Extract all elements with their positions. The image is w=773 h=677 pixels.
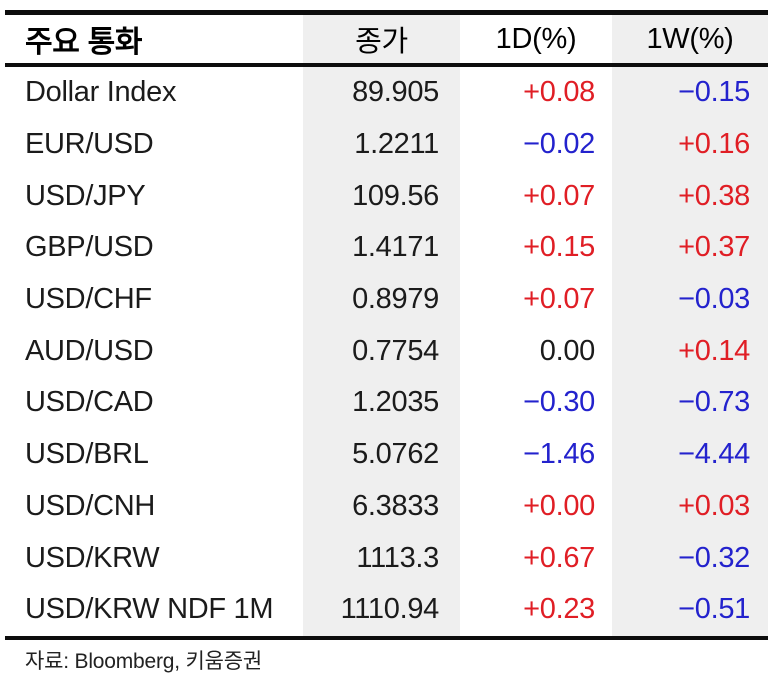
table-body: Dollar Index 89.905 +0.08 −0.15 EUR/USD … xyxy=(5,67,768,636)
close-value: 1.2035 xyxy=(303,377,460,429)
change-1w: −0.03 xyxy=(612,273,768,326)
currency-name: GBP/USD xyxy=(25,231,154,264)
close-value: 0.8979 xyxy=(303,273,460,326)
currency-name: USD/CNH xyxy=(25,489,156,522)
change-1d: +0.07 xyxy=(523,283,595,316)
source-note: 자료: Bloomberg, 키움증권 xyxy=(25,650,263,673)
close-value: 1.4171 xyxy=(303,222,460,274)
close-value: 5.0762 xyxy=(303,428,460,481)
change-1w: −4.44 xyxy=(612,428,768,481)
currency-name: EUR/USD xyxy=(25,128,154,161)
column-header-close: 종가 xyxy=(303,15,460,63)
currency-name: USD/JPY xyxy=(25,179,146,212)
currency-name: USD/CHF xyxy=(25,283,152,316)
change-1w: −0.51 xyxy=(612,583,768,636)
currency-name: USD/KRW NDF 1M xyxy=(25,593,274,626)
close-value: 1113.3 xyxy=(303,532,460,584)
column-header-currency: 주요 통화 xyxy=(25,26,143,59)
close-value: 0.7754 xyxy=(303,325,460,378)
top-rule xyxy=(5,10,768,15)
change-1w: −0.32 xyxy=(612,532,768,584)
currency-name: Dollar Index xyxy=(25,76,177,109)
change-1w: +0.14 xyxy=(612,325,768,378)
currency-name: USD/BRL xyxy=(25,438,149,471)
column-header-1w: 1W(%) xyxy=(612,15,768,63)
close-value: 1110.94 xyxy=(303,583,460,636)
change-1w: +0.16 xyxy=(612,118,768,171)
change-1w: −0.15 xyxy=(612,67,768,119)
close-value: 1.2211 xyxy=(303,118,460,171)
change-1d: 0.00 xyxy=(539,334,596,367)
change-1w: +0.38 xyxy=(612,170,768,223)
change-1d: +0.23 xyxy=(523,593,595,626)
change-1d: +0.08 xyxy=(523,76,595,109)
change-1d: −0.02 xyxy=(523,128,595,161)
change-1w: +0.03 xyxy=(612,480,768,533)
column-header-1d: 1D(%) xyxy=(495,22,577,55)
change-1d: +0.15 xyxy=(523,231,595,264)
currency-name: AUD/USD xyxy=(25,334,154,367)
change-1w: +0.37 xyxy=(612,222,768,274)
change-1d: −1.46 xyxy=(523,438,595,471)
currency-name: USD/CAD xyxy=(25,386,154,419)
close-value: 6.3833 xyxy=(303,480,460,533)
change-1d: −0.30 xyxy=(523,386,595,419)
currency-name: USD/KRW xyxy=(25,541,160,574)
change-1w: −0.73 xyxy=(612,377,768,429)
close-value: 109.56 xyxy=(303,170,460,223)
table-header: 주요 통화 종가 1D(%) 1W(%) xyxy=(5,15,768,63)
close-value: 89.905 xyxy=(303,67,460,119)
bottom-rule xyxy=(5,636,768,640)
header-separator-rule xyxy=(5,63,768,67)
change-1d: +0.00 xyxy=(523,489,595,522)
change-1d: +0.07 xyxy=(523,179,595,212)
change-1d: +0.67 xyxy=(523,541,595,574)
